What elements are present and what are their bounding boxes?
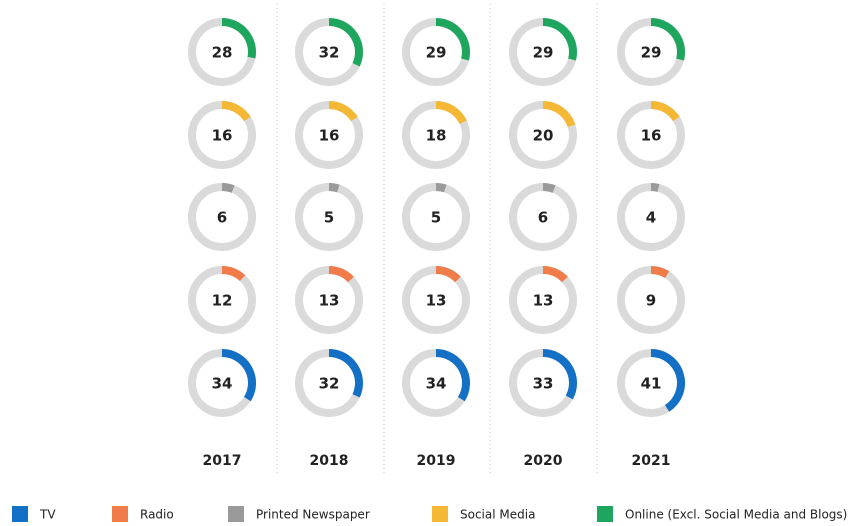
donut-value: 5 (324, 209, 334, 227)
donut-value: 13 (533, 292, 554, 310)
donut-arc (221, 266, 246, 282)
legend-swatch (112, 506, 128, 522)
donut-arc (542, 18, 577, 61)
donut-value: 6 (538, 209, 548, 227)
legend-label: Social Media (460, 508, 535, 522)
donut-arc (221, 183, 235, 193)
donut-arc (328, 266, 354, 283)
donut-value: 9 (646, 292, 656, 310)
donut-value: 13 (319, 292, 340, 310)
donut-value: 33 (533, 375, 554, 393)
donut-arc (650, 349, 685, 412)
donut-value: 16 (319, 127, 340, 145)
donut-arc (542, 183, 556, 193)
donut-value: 41 (641, 375, 662, 393)
year-label: 2017 (203, 453, 242, 469)
donut-arc (435, 349, 470, 402)
donut-arc (328, 349, 363, 398)
donut-value: 32 (319, 375, 340, 393)
donut-arc (221, 101, 251, 122)
donut-arc (328, 18, 363, 67)
legend-label: TV (39, 508, 56, 522)
donut-value: 6 (217, 209, 227, 227)
donut-value: 29 (426, 44, 447, 62)
donut-value: 13 (426, 292, 447, 310)
donut-arc (435, 101, 467, 125)
donut-arc (328, 101, 358, 122)
year-label: 2019 (417, 453, 456, 469)
donut-arc (650, 266, 670, 279)
donut-value: 16 (641, 127, 662, 145)
donut-arc (328, 183, 340, 193)
year-label: 2018 (310, 453, 349, 469)
donut-value: 32 (319, 44, 340, 62)
donut-value: 5 (431, 209, 441, 227)
year-label: 2020 (524, 453, 563, 469)
separators (276, 4, 598, 476)
legend-label: Radio (140, 508, 174, 522)
donut-value: 29 (641, 44, 662, 62)
legend-swatch (12, 506, 28, 522)
donut-arc (542, 101, 576, 128)
donut-value: 34 (212, 375, 233, 393)
donut-value: 4 (646, 209, 656, 227)
donut-arc (650, 18, 685, 61)
legend-label: Online (Excl. Social Media and Blogs) (625, 508, 847, 522)
donut-value: 16 (212, 127, 233, 145)
donut-arc (542, 266, 568, 283)
donut-arc (650, 101, 680, 122)
donut-arc (435, 183, 447, 193)
donut-arc (435, 18, 470, 61)
donut-arc (221, 18, 256, 59)
legend-swatch (597, 506, 613, 522)
donut-value: 34 (426, 375, 447, 393)
legend-swatch (228, 506, 244, 522)
donut-value: 28 (212, 44, 233, 62)
donut-value: 12 (212, 292, 233, 310)
donut-value: 29 (533, 44, 554, 62)
legend-swatch (432, 506, 448, 522)
donut-arc (542, 349, 577, 400)
year-label: 2021 (632, 453, 671, 469)
legend-label: Printed Newspaper (256, 508, 370, 522)
donut-arc (650, 183, 660, 192)
donut-arc (221, 349, 256, 402)
donut-arc (435, 266, 461, 283)
donut-value: 20 (533, 127, 554, 145)
donut-value: 18 (426, 127, 447, 145)
